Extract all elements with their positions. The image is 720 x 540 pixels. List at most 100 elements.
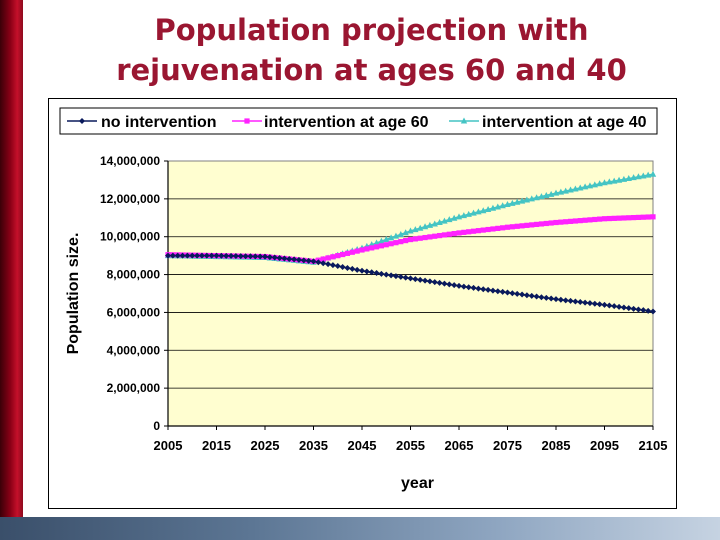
data-point-no-intervention: [179, 252, 186, 259]
y-tick-label: 6,000,000: [107, 305, 161, 319]
data-point-intervention-at-age-60: [470, 228, 477, 234]
data-point-intervention-at-age-40: [421, 223, 429, 230]
data-point-no-intervention: [262, 253, 268, 260]
data-point-no-intervention: [562, 297, 569, 304]
data-point-intervention-at-age-60: [330, 254, 336, 260]
slide-left-accent-bar: [0, 0, 23, 540]
y-axis-title: Population size.: [65, 233, 82, 355]
population-line-chart: 0 2,000,000 4,000,000 6,000,000 8,000,000 10,…: [59, 107, 667, 492]
data-point-intervention-at-age-40: [562, 187, 569, 194]
data-point-intervention-at-age-60: [364, 246, 370, 252]
y-tick-label: 0: [153, 419, 160, 433]
data-point-no-intervention: [295, 256, 302, 263]
data-point-intervention-at-age-40: [397, 230, 404, 237]
data-point-intervention-at-age-60: [320, 256, 326, 262]
data-point-intervention-at-age-40: [480, 207, 487, 214]
plot-area: [167, 160, 654, 427]
data-point-no-intervention: [339, 264, 346, 270]
data-point-no-intervention: [548, 295, 555, 302]
data-point-intervention-at-age-60: [412, 236, 418, 242]
data-point-intervention-at-age-40: [586, 182, 594, 189]
data-point-intervention-at-age-40: [625, 175, 632, 182]
data-point-intervention-at-age-60: [616, 215, 622, 221]
data-point-intervention-at-age-60: [466, 229, 472, 235]
data-point-no-intervention: [591, 300, 598, 307]
data-point-intervention-at-age-60: [354, 248, 360, 254]
data-point-intervention-at-age-40: [446, 216, 453, 223]
data-point-no-intervention: [305, 257, 312, 264]
data-point-no-intervention: [446, 281, 453, 288]
data-point-intervention-at-age-40: [484, 205, 492, 212]
data-point-intervention-at-age-40: [601, 179, 608, 186]
data-point-intervention-at-age-40: [426, 221, 434, 228]
data-point-intervention-at-age-60: [461, 229, 467, 235]
data-point-intervention-at-age-40: [378, 237, 385, 244]
data-point-intervention-at-age-60: [349, 249, 355, 255]
y-tick-label: 14,000,000: [100, 154, 160, 168]
data-point-intervention-at-age-60: [437, 232, 443, 239]
data-point-intervention-at-age-60: [422, 234, 428, 241]
data-point-intervention-at-age-60: [650, 214, 656, 220]
data-point-intervention-at-age-60: [504, 224, 511, 230]
data-point-no-intervention: [431, 279, 438, 286]
y-tick-label: 8,000,000: [107, 268, 161, 282]
data-point-intervention-at-age-60: [480, 227, 486, 233]
x-axis-title: year: [401, 475, 434, 492]
data-point-no-intervention: [557, 296, 564, 303]
data-point-intervention-at-age-40: [630, 174, 637, 181]
data-point-intervention-at-age-40: [523, 196, 531, 203]
data-point-no-intervention: [266, 254, 273, 261]
data-point-intervention-at-age-60: [626, 215, 632, 221]
data-point-intervention-at-age-40: [649, 170, 657, 177]
x-tick-label: 2065: [445, 438, 474, 453]
data-point-no-intervention: [281, 255, 288, 262]
data-point-no-intervention: [383, 271, 390, 278]
data-point-intervention-at-age-40: [533, 194, 540, 201]
data-point-intervention-at-age-60: [553, 219, 559, 226]
data-point-intervention-at-age-60: [432, 233, 438, 239]
data-point-no-intervention: [388, 272, 395, 279]
data-point-intervention-at-age-40: [557, 188, 565, 195]
data-point-intervention-at-age-60: [403, 237, 409, 244]
data-point-no-intervention: [169, 252, 176, 259]
data-point-intervention-at-age-40: [547, 190, 555, 197]
data-point-intervention-at-age-60: [611, 215, 617, 221]
data-point-no-intervention: [310, 258, 317, 265]
data-point-no-intervention: [276, 255, 283, 262]
data-point-no-intervention: [242, 253, 249, 260]
x-tick-label: 2025: [251, 438, 280, 453]
data-point-no-intervention: [553, 296, 559, 303]
slide-title-line-2: rejuvenation at ages 60 and 40: [116, 53, 627, 87]
data-point-no-intervention: [363, 268, 370, 275]
y-tick-label: 10,000,000: [100, 230, 160, 244]
data-point-no-intervention: [460, 283, 467, 290]
data-point-no-intervention: [533, 293, 540, 300]
data-point-intervention-at-age-60: [398, 239, 404, 245]
data-point-no-intervention: [378, 270, 385, 277]
legend-label-no-intervention: no intervention: [101, 114, 217, 131]
data-point-intervention-at-age-60: [446, 231, 452, 237]
x-tick-label: 2085: [542, 438, 571, 453]
slide-title: Population projection with rejuvenation …: [23, 10, 720, 90]
data-point-intervention-at-age-40: [591, 181, 598, 188]
data-point-intervention-at-age-40: [644, 171, 652, 178]
data-point-intervention-at-age-40: [577, 184, 584, 191]
data-point-no-intervention: [519, 291, 526, 298]
data-point-no-intervention: [441, 280, 448, 287]
data-point-no-intervention: [189, 252, 196, 259]
data-point-intervention-at-age-60: [601, 216, 608, 222]
data-point-no-intervention: [286, 255, 293, 262]
data-point-intervention-at-age-40: [412, 226, 419, 233]
data-point-intervention-at-age-40: [450, 214, 458, 221]
legend-marker-intervention-at-age-60: [244, 118, 250, 124]
data-point-intervention-at-age-40: [455, 213, 463, 220]
data-point-no-intervention: [237, 253, 244, 260]
data-point-intervention-at-age-40: [431, 220, 438, 227]
data-point-intervention-at-age-60: [441, 232, 448, 238]
data-point-no-intervention: [509, 290, 516, 297]
y-tick-label: 4,000,000: [107, 343, 161, 357]
data-point-intervention-at-age-60: [582, 217, 588, 223]
data-point-no-intervention: [228, 252, 235, 259]
data-point-no-intervention: [635, 306, 642, 313]
data-point-intervention-at-age-60: [344, 250, 351, 256]
